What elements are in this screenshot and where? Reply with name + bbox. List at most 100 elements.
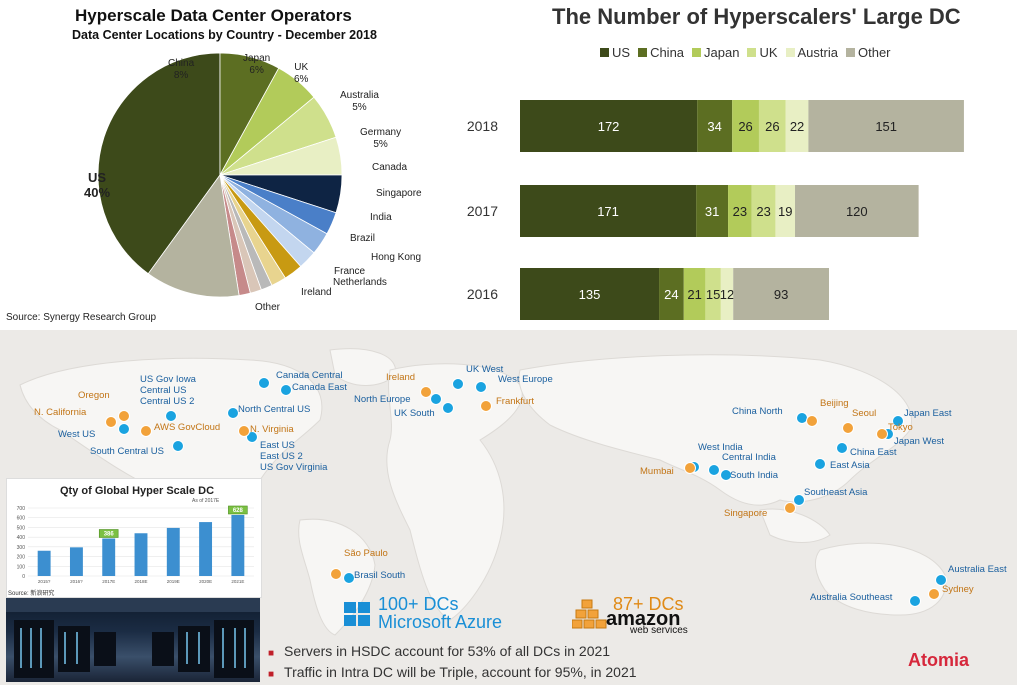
legend-swatch <box>785 47 795 57</box>
az-city-label: Japan West <box>894 436 944 447</box>
aws-pin-oregon <box>118 410 130 422</box>
bar-segment-austria-2016 <box>720 268 734 320</box>
bar-value-china-2017: 31 <box>705 204 719 219</box>
az-pin-uk-west <box>452 378 464 390</box>
mini-ytick: 0 <box>22 574 25 580</box>
bar-value-uk-2018: 26 <box>765 119 779 134</box>
az-pin-canada-central <box>258 377 270 389</box>
pie-chart-subtitle: Data Center Locations by Country - Decem… <box>72 28 377 42</box>
az-city-label: Japan East <box>904 408 952 419</box>
legend-label: Japan <box>704 44 740 60</box>
pie-source: Source: Synergy Research Group <box>6 312 157 323</box>
pie-label-china: China 8% <box>168 58 195 81</box>
mini-bar-2017e <box>102 538 116 576</box>
az-city-label: Central India <box>722 452 776 463</box>
az-pin-east-asia <box>814 458 826 470</box>
pie-label-ireland: Ireland <box>301 287 332 298</box>
aws-pin-n-california <box>105 416 117 428</box>
az-pin-west-us <box>118 423 130 435</box>
atomia-logo: Atomia <box>908 650 970 670</box>
aws-city-label: Seoul <box>852 408 877 419</box>
az-city-label: West Europe <box>498 374 553 385</box>
bar-segment-uk-2017 <box>751 185 776 237</box>
mini-bar-2019e <box>166 527 180 576</box>
mini-xtick: 2017E <box>102 579 115 584</box>
aws-city-label: Sydney <box>942 584 974 595</box>
az-city-label: Canada East <box>292 382 347 393</box>
aws-city-label: São Paulo <box>344 548 388 559</box>
az-pin-china-east <box>836 442 848 454</box>
bullet-1: ■ Servers in HSDC account for 53% of all … <box>268 643 610 659</box>
az-pin-australia-east <box>935 574 947 586</box>
az-pin-north-europe <box>430 393 442 405</box>
bullet-dot-icon: ■ <box>268 648 275 659</box>
bar-value-other-2018: 151 <box>875 119 897 134</box>
aws-city-label: Oregon <box>78 390 110 401</box>
mini-ytick: 100 <box>17 564 26 570</box>
bar-value-japan-2017: 23 <box>733 204 747 219</box>
az-city-label: Brasil South <box>354 570 406 581</box>
pie-label-uk: UK 6% <box>294 62 309 85</box>
az-city-label: China North <box>732 406 783 417</box>
legend-swatch <box>638 47 648 57</box>
bar-legend: US China Japan UK Austria Other <box>600 44 891 60</box>
legend-label: Austria <box>797 44 838 60</box>
legend-label: Other <box>857 44 891 60</box>
aws-pin-singapore <box>784 502 796 514</box>
mini-xtick: 2021E <box>231 579 244 584</box>
aws-city-label: N. Virginia <box>250 424 294 435</box>
windows-logo-icon <box>344 602 370 626</box>
az-city-label: Canada Central <box>276 370 343 381</box>
mini-chart-source: Source: 新浪研究 <box>8 591 55 597</box>
pie-label-singapore: Singapore <box>376 188 422 199</box>
legend-swatch <box>692 47 702 57</box>
az-city-label: Australia East <box>948 564 1007 575</box>
pie-slice-us <box>97 52 221 275</box>
bar-value-austria-2018: 22 <box>790 119 804 134</box>
az-city-label: North Central US <box>238 404 311 415</box>
az-city-label: East Asia <box>830 460 870 471</box>
bullet-dot-icon: ■ <box>268 669 275 680</box>
bar-value-austria-2016: 12 <box>720 287 734 302</box>
aws-pin-sydney <box>928 588 940 600</box>
bar-value-us-2017: 171 <box>597 204 619 219</box>
bar-segment-austria-2017 <box>775 185 796 237</box>
mini-ytick: 200 <box>17 555 26 561</box>
bar-value-japan-2018: 26 <box>738 119 752 134</box>
az-city-label: UK West <box>466 364 504 375</box>
aws-city-label: Tokyo <box>888 422 913 433</box>
bar-value-japan-2016: 21 <box>687 287 701 302</box>
server-racks-illustration <box>6 598 260 678</box>
bar-segment-us-2018 <box>520 100 698 152</box>
pie-label-france: France <box>334 266 366 277</box>
australia-shape <box>814 542 947 616</box>
bar-category-2016: 2016 <box>467 286 498 302</box>
mini-bar-2018e <box>134 533 148 576</box>
bar-value-austria-2017: 19 <box>778 204 792 219</box>
aws-pin-seoul <box>842 422 854 434</box>
bar-value-china-2018: 34 <box>707 119 721 134</box>
pie-label-australia: Australia 5% <box>340 90 379 113</box>
pie-label-hong-kong: Hong Kong <box>371 252 422 263</box>
az-city-label: North Europe <box>354 394 411 405</box>
aws-city-label: Singapore <box>724 508 768 519</box>
mini-callout-label: 628 <box>233 508 244 514</box>
mini-xtick: 2016? <box>70 579 83 584</box>
world-map <box>19 348 947 636</box>
azure-brand: Microsoft Azure <box>378 612 503 632</box>
mini-ytick: 500 <box>17 525 26 531</box>
bar-segment-us-2017 <box>520 185 697 237</box>
mini-bar-2020e <box>199 522 213 576</box>
aws-pin-s-o-paulo <box>330 568 342 580</box>
legend-swatch <box>845 47 855 57</box>
pie-slice-other <box>147 173 240 298</box>
legend-swatch <box>747 47 757 57</box>
pie-label-us: US 40% <box>84 170 111 200</box>
stacked-bar-chart: 2018 172 34 26 26 22 151 2017 171 31 23 23 19 120 2016… <box>467 100 964 320</box>
az-pin-southeast-asia <box>793 494 805 506</box>
aws-city-label: Beijing <box>820 398 849 409</box>
bar-value-other-2017: 120 <box>846 204 868 219</box>
aws-pin-n-virginia <box>238 425 250 437</box>
mini-ytick: 300 <box>17 545 26 551</box>
bar-segment-uk-2018 <box>758 100 786 152</box>
